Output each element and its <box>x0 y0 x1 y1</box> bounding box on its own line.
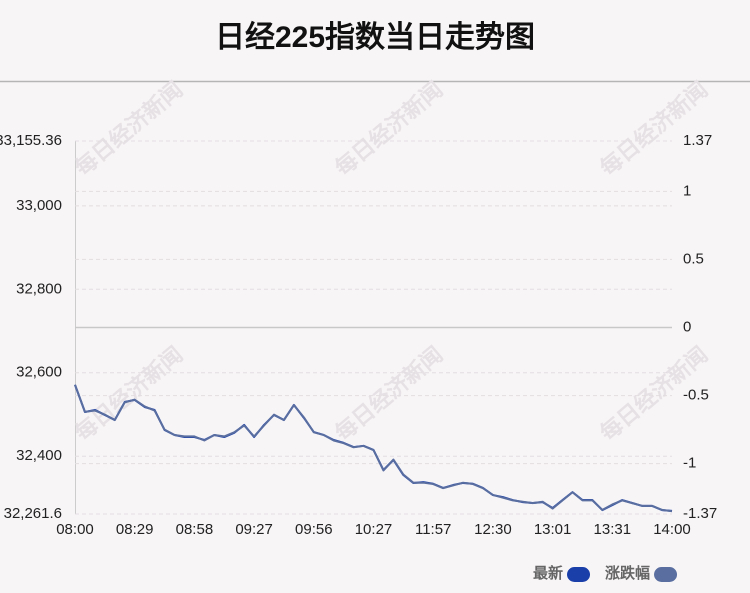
legend-label: 涨跌幅 <box>605 564 650 582</box>
x-tick-label: 08:00 <box>56 521 94 538</box>
x-tick-label: 13:01 <box>534 521 572 538</box>
y2-tick-label: -1 <box>683 455 696 472</box>
y2-tick-label: 1 <box>683 182 691 199</box>
x-tick-label: 08:58 <box>176 521 214 538</box>
y-tick-label: 32,261.6 <box>4 505 62 522</box>
y2-tick-label: -0.5 <box>683 387 709 404</box>
y-tick-label: 33,000 <box>16 197 62 214</box>
y-tick-label: 32,400 <box>16 447 62 464</box>
x-tick-label: 12:30 <box>474 521 512 538</box>
legend-label: 最新 <box>533 564 563 582</box>
x-tick-label: 08:29 <box>116 521 154 538</box>
series-line <box>74 384 673 513</box>
chart-title: 日经225指数当日走势图 <box>215 20 535 54</box>
legend-swatch <box>654 567 678 582</box>
x-tick-label: 14:00 <box>653 521 691 538</box>
y2-tick-label: -1.37 <box>683 505 717 522</box>
x-tick-label: 09:27 <box>235 521 273 538</box>
y2-tick-label: 0.5 <box>683 250 704 267</box>
x-tick-label: 13:31 <box>594 521 632 538</box>
x-tick-label: 10:27 <box>355 521 393 538</box>
y2-tick-label: 1.37 <box>683 132 712 149</box>
y-tick-label: 32,600 <box>16 364 62 381</box>
x-tick-label: 09:56 <box>295 521 333 538</box>
y2-tick-label: 0 <box>683 318 691 335</box>
x-tick-label: 11:57 <box>415 521 451 538</box>
y-tick-label: 32,800 <box>16 280 62 297</box>
legend-swatch <box>567 567 591 582</box>
y-tick-label: 33,155.36 <box>0 132 62 149</box>
